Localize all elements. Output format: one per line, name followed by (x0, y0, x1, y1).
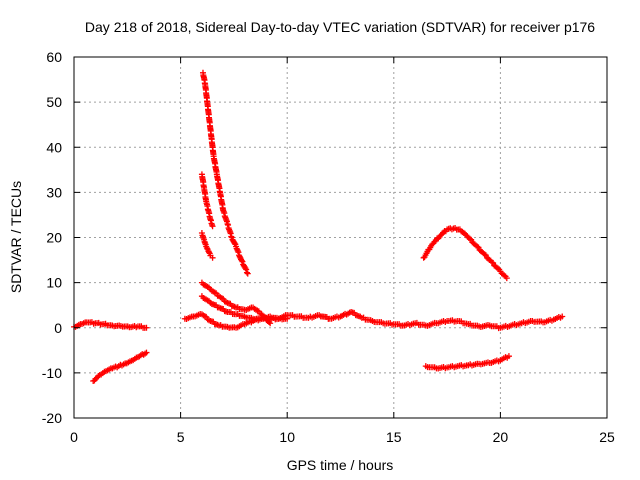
data-point-track-9 (503, 275, 510, 282)
data-point-track-9 (481, 251, 488, 258)
data-point-track-1 (143, 324, 150, 331)
y-tick-label: 40 (46, 139, 62, 155)
axis-ticks: 0 5 10 15 20 25 -20 -10 0 10 20 30 40 50 60 (42, 49, 615, 445)
chart-title: Day 218 of 2018, Sidereal Day-to-day VTE… (85, 19, 595, 35)
x-tick-label: 20 (493, 429, 509, 445)
data-point-track-9 (490, 259, 497, 266)
data-point-track-6 (203, 245, 210, 252)
data-point-track-4 (239, 258, 246, 265)
y-tick-label: 10 (46, 275, 62, 291)
data-point-track-2 (143, 349, 150, 356)
x-axis-label: GPS time / hours (287, 457, 394, 473)
x-tick-label: 0 (70, 429, 78, 445)
y-tick-label: 20 (46, 230, 62, 246)
data-point-track-8 (284, 315, 291, 322)
y-tick-label: 30 (46, 184, 62, 200)
x-tick-label: 25 (599, 429, 615, 445)
data-point-track-9 (474, 243, 481, 250)
data-point-track-6 (206, 249, 213, 256)
y-tick-label: 60 (46, 49, 62, 65)
grid-lines (74, 57, 607, 418)
y-tick-label: 0 (54, 320, 62, 336)
x-tick-label: 10 (279, 429, 295, 445)
data-point-track-6 (209, 254, 216, 261)
x-tick-label: 15 (386, 429, 402, 445)
data-point-track-9 (482, 252, 489, 259)
y-tick-label: -10 (42, 365, 62, 381)
y-tick-label: -20 (42, 410, 62, 426)
data-point-track-4 (243, 269, 250, 276)
data-point-track-4 (244, 270, 251, 277)
data-point-track-9 (468, 236, 475, 243)
data-point-track-5 (209, 223, 216, 230)
y-axis-label: SDTVAR / TECUs (8, 181, 24, 293)
data-point-track-4 (231, 240, 238, 247)
data-point-track-10 (505, 353, 512, 360)
data-point-track-4 (243, 266, 250, 273)
x-tick-label: 5 (177, 429, 185, 445)
data-marks (71, 69, 566, 384)
data-point-track-3 (559, 313, 566, 320)
data-point-track-9 (475, 244, 482, 251)
data-point-track-9 (466, 235, 473, 242)
data-point-track-4 (238, 257, 245, 264)
data-point-track-4 (242, 265, 249, 272)
y-tick-label: 50 (46, 94, 62, 110)
